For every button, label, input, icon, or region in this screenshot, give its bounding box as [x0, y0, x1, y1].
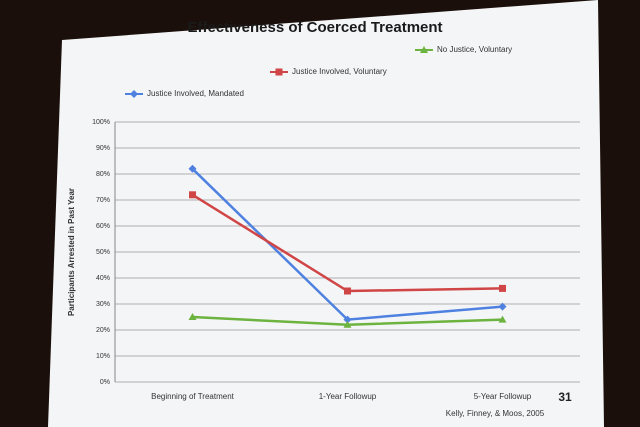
y-tick-label: 10%	[96, 353, 110, 360]
y-tick-label: 70%	[96, 197, 110, 204]
y-tick-label: 80%	[96, 171, 110, 178]
y-tick-label: 30%	[96, 301, 110, 308]
y-tick-label: 100%	[92, 119, 110, 126]
chart-title: Effectiveness of Coerced Treatment	[187, 19, 442, 36]
marker	[189, 191, 196, 199]
y-tick-label: 20%	[96, 327, 110, 334]
legend-label: Justice Involved, Mandated	[147, 89, 244, 98]
marker	[343, 320, 352, 328]
source: Kelly, Finney, & Moos, 2005	[446, 409, 545, 418]
legend-label: No Justice, Voluntary	[437, 45, 512, 54]
legend-label: Justice Involved, Voluntary	[292, 67, 387, 76]
marker	[188, 164, 197, 173]
slide-number: 31	[558, 390, 572, 404]
y-tick-label: 60%	[96, 223, 110, 230]
marker	[344, 287, 351, 295]
x-tick-label: 1-Year Followup	[319, 392, 377, 401]
marker	[498, 315, 507, 323]
slide	[48, 0, 604, 427]
marker	[343, 315, 352, 324]
marker	[498, 302, 507, 311]
x-tick-label: Beginning of Treatment	[151, 392, 234, 401]
marker	[499, 284, 506, 292]
y-tick-label: 40%	[96, 275, 110, 282]
y-tick-label: 90%	[96, 145, 110, 152]
y-tick-label: 0%	[100, 379, 110, 386]
marker	[420, 46, 428, 53]
y-tick-label: 50%	[96, 249, 110, 256]
marker	[130, 90, 138, 98]
y-axis-label: Participants Arrested in Past Year	[67, 188, 76, 316]
x-tick-label: 5-Year Followup	[474, 392, 532, 401]
marker	[188, 313, 197, 320]
marker	[275, 68, 283, 76]
